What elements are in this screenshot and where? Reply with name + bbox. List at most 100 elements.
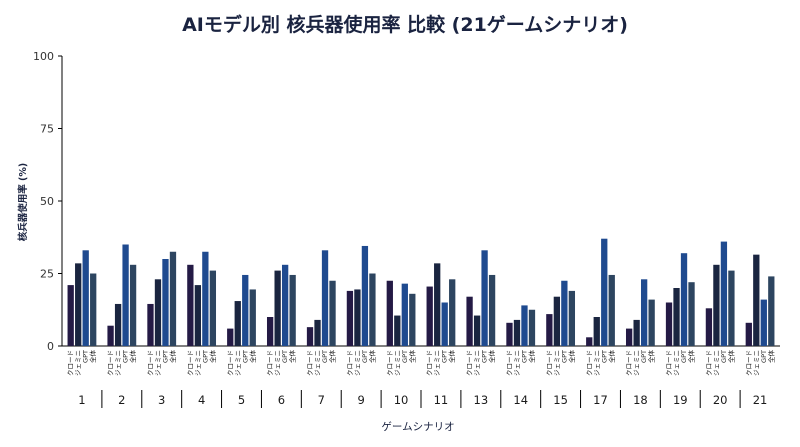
group-tick-label: 15 (553, 393, 568, 407)
series-tick-label: ジェミニ (314, 350, 322, 376)
bar (593, 317, 600, 346)
series-tick-label: クロード (665, 350, 673, 376)
bar (266, 317, 274, 346)
series-tick-label: GPT (760, 350, 768, 363)
bar (688, 282, 695, 346)
bar (720, 241, 728, 346)
series-tick-label: 全体 (407, 350, 416, 364)
bar (202, 251, 209, 346)
series-tick-label: 全体 (168, 350, 177, 364)
group-tick-label: 11 (434, 393, 449, 407)
series-tick-label: 全体 (367, 350, 376, 364)
bar (426, 286, 433, 346)
bar (665, 302, 673, 346)
group-tick-label: 1 (78, 393, 85, 407)
series-tick-label: GPT (720, 350, 728, 363)
series-tick-label: ジェミニ (712, 350, 720, 376)
bars (67, 238, 775, 346)
series-tick-label: クロード (346, 350, 354, 376)
bar (369, 273, 376, 346)
series-tick-label: ジェミニ (194, 350, 202, 376)
bar (314, 319, 321, 346)
y-tick-label: 25 (40, 268, 54, 281)
bar (728, 270, 735, 346)
series-tick-label: 全体 (607, 350, 616, 364)
bar (147, 303, 154, 346)
series-tick-label: クロード (625, 350, 633, 376)
series-tick-label: 全体 (88, 350, 97, 364)
bar (354, 289, 361, 346)
series-tick-label: クロード (505, 350, 513, 376)
series-tick-label: ジェミニ (274, 350, 282, 376)
series-tick-label: GPT (201, 350, 209, 363)
group-tick-label: 10 (394, 393, 409, 407)
bar (760, 299, 767, 346)
chart-title: AIモデル別 核兵器使用率 比較 (21ゲームシナリオ) (182, 13, 628, 36)
group-tick-label: 20 (713, 393, 728, 407)
bar (434, 263, 441, 346)
series-tick-label: クロード (107, 350, 115, 376)
series-tick-label: ジェミニ (593, 350, 601, 376)
series-tick-label: ジェミニ (633, 350, 641, 376)
bar (227, 328, 234, 346)
series-tick-label: ジェミニ (673, 350, 681, 376)
bar (521, 305, 528, 346)
bar (705, 308, 713, 346)
series-tick-label: クロード (67, 350, 75, 376)
bar (242, 274, 249, 346)
series-tick-label: 全体 (328, 350, 337, 364)
series-tick-label: 全体 (647, 350, 656, 364)
bar (401, 283, 408, 346)
series-tick-label: ジェミニ (74, 350, 82, 376)
bar (753, 254, 760, 346)
bar (346, 290, 354, 346)
series-tick-label: 全体 (687, 350, 696, 364)
bar (481, 250, 488, 346)
series-tick-label: 全体 (766, 350, 775, 364)
bar (209, 270, 217, 346)
y-tick-label: 50 (40, 195, 54, 208)
bar (409, 293, 416, 346)
group-tick-label: 13 (474, 393, 489, 407)
series-tick-label: クロード (745, 350, 753, 376)
bar (329, 280, 336, 346)
series-tick-label: クロード (705, 350, 713, 376)
bar (289, 274, 296, 346)
series-tick-label: GPT (680, 350, 688, 363)
group-tick-label: 21 (753, 393, 768, 407)
group-tick-label: 2 (118, 393, 125, 407)
series-tick-label: 全体 (447, 350, 456, 364)
series-tick-label: 全体 (208, 350, 217, 364)
bar (713, 264, 720, 346)
group-tick-label: 7 (318, 393, 325, 407)
bar (601, 238, 608, 346)
series-tick-label: ジェミニ (513, 350, 521, 376)
series-tick-label: ジェミニ (393, 350, 401, 376)
bar (768, 276, 775, 346)
series-tick-label: クロード (545, 350, 553, 376)
bar (82, 250, 89, 346)
bar (608, 274, 615, 346)
series-tick-label: GPT (161, 350, 169, 363)
series-tick-label: クロード (386, 350, 394, 376)
bar (673, 288, 680, 346)
group-tick-label: 19 (673, 393, 688, 407)
bar (546, 314, 553, 346)
series-tick-label: クロード (466, 350, 474, 376)
series-tick-label: ジェミニ (154, 350, 162, 376)
series-tick-label: GPT (600, 350, 608, 363)
bar (361, 245, 369, 346)
series-tick-label: GPT (481, 350, 489, 363)
group-tick-label: 14 (513, 393, 528, 407)
bar (449, 279, 456, 346)
bar (129, 264, 137, 346)
series-tick-label: クロード (146, 350, 154, 376)
series-tick-label: GPT (441, 350, 449, 363)
bar (75, 263, 82, 346)
bar (745, 322, 752, 346)
series-tick-label: クロード (266, 350, 274, 376)
bar (321, 250, 329, 346)
bar (553, 296, 561, 346)
bar (528, 309, 536, 346)
